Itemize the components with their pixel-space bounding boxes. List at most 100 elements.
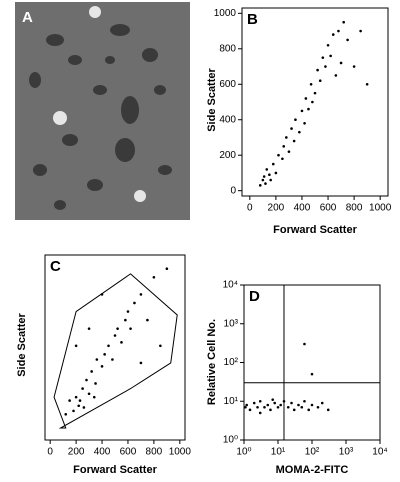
point [92,395,96,399]
x-tick-label: 10³ [339,447,354,458]
x-tick-label: 400 [94,447,111,458]
point [318,79,322,83]
point [269,408,272,412]
point [81,387,84,390]
point [300,405,304,409]
point [334,74,338,77]
x-tick-label: 0 [247,203,253,214]
point [264,182,267,185]
y-tick-label: 10³ [224,318,239,329]
point [103,353,106,356]
point [339,61,343,65]
point [78,399,82,402]
x-tick-label: 10⁰ [236,447,251,458]
point [248,408,252,412]
point [316,68,319,72]
point [266,403,270,407]
panel-label: C [50,258,61,275]
point [326,408,330,412]
point [337,29,340,33]
point [258,411,262,415]
panel-label: A [22,9,33,26]
point [82,406,86,409]
x-tick-label: 400 [294,203,311,214]
point [72,409,75,413]
y-tick-label: 10¹ [224,396,239,407]
point [313,91,317,95]
point [307,107,310,111]
point [129,327,132,330]
point [292,139,296,143]
point [285,136,288,139]
x-axis-title: Forward Scatter [273,224,357,236]
point [111,358,114,361]
point [124,318,127,322]
plot-frame [241,7,389,197]
point [290,401,293,405]
x-tick-label: 800 [146,447,163,458]
plot-frame [44,254,186,441]
point [281,157,284,161]
point [303,399,306,403]
y-tick-label: 10² [224,357,239,368]
point [107,344,110,348]
point [74,395,78,399]
point [303,121,306,125]
point [261,178,265,182]
point [271,162,275,166]
point [269,178,272,182]
point [95,358,99,361]
point [290,127,293,130]
point [329,54,332,58]
point [310,403,314,407]
point [120,341,123,344]
point [359,29,362,33]
y-tick-label: 1000 [214,8,237,19]
y-tick-label: 10⁰ [223,435,238,446]
point [309,82,313,86]
point [286,405,290,409]
point [321,56,325,59]
point [87,327,91,330]
point [282,145,286,148]
point [258,399,262,403]
point [276,405,280,409]
point [324,65,327,68]
x-tick-label: 600 [120,447,137,458]
point [316,405,320,409]
point [116,327,119,330]
x-tick-label: 600 [320,203,337,214]
point [311,100,314,104]
point [271,398,275,401]
point [245,403,248,407]
y-tick-label: 600 [219,79,236,90]
point [165,267,169,271]
point [282,399,286,403]
point [85,378,88,382]
point [273,401,277,405]
point [265,168,269,171]
y-tick-label: 0 [230,185,236,196]
point [126,310,130,313]
point [304,97,308,100]
point [139,293,143,296]
point [94,382,97,385]
point [74,344,78,348]
point [263,405,266,409]
point [279,403,282,407]
x-axis-title: MOMA-2-FITC [276,464,349,476]
point [287,150,291,153]
point [77,404,81,408]
cells [29,24,172,210]
point [87,392,91,396]
point [326,43,330,47]
point [146,318,149,322]
bright-spots [53,6,146,202]
x-tick-label: 0 [47,447,53,458]
point [307,408,311,412]
panel-label: D [249,288,260,305]
point [297,403,300,407]
point [90,370,93,373]
x-tick-label: 200 [68,447,85,458]
y-tick-label: 400 [219,114,236,125]
